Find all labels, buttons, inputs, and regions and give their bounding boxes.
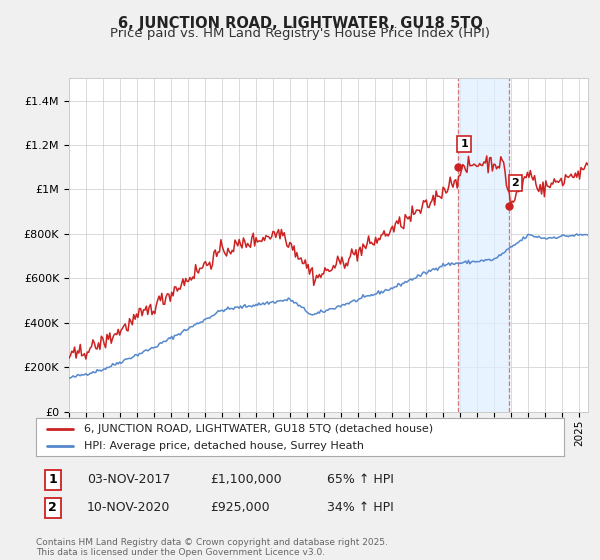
Text: 6, JUNCTION ROAD, LIGHTWATER, GU18 5TQ (detached house): 6, JUNCTION ROAD, LIGHTWATER, GU18 5TQ (… [83, 423, 433, 433]
Text: 2: 2 [512, 178, 520, 188]
Text: 03-NOV-2017: 03-NOV-2017 [87, 473, 170, 487]
Text: 2: 2 [49, 501, 57, 515]
Text: 1: 1 [460, 139, 468, 150]
Text: £925,000: £925,000 [210, 501, 269, 515]
Text: HPI: Average price, detached house, Surrey Heath: HPI: Average price, detached house, Surr… [83, 441, 364, 451]
Text: 65% ↑ HPI: 65% ↑ HPI [327, 473, 394, 487]
Text: £1,100,000: £1,100,000 [210, 473, 281, 487]
Bar [458, 78, 509, 412]
Text: 34% ↑ HPI: 34% ↑ HPI [327, 501, 394, 515]
Text: 10-NOV-2020: 10-NOV-2020 [87, 501, 170, 515]
Text: 1: 1 [49, 473, 57, 487]
Text: Price paid vs. HM Land Registry's House Price Index (HPI): Price paid vs. HM Land Registry's House … [110, 27, 490, 40]
Text: 6, JUNCTION ROAD, LIGHTWATER, GU18 5TQ: 6, JUNCTION ROAD, LIGHTWATER, GU18 5TQ [118, 16, 482, 31]
Text: Contains HM Land Registry data © Crown copyright and database right 2025.
This d: Contains HM Land Registry data © Crown c… [36, 538, 388, 557]
